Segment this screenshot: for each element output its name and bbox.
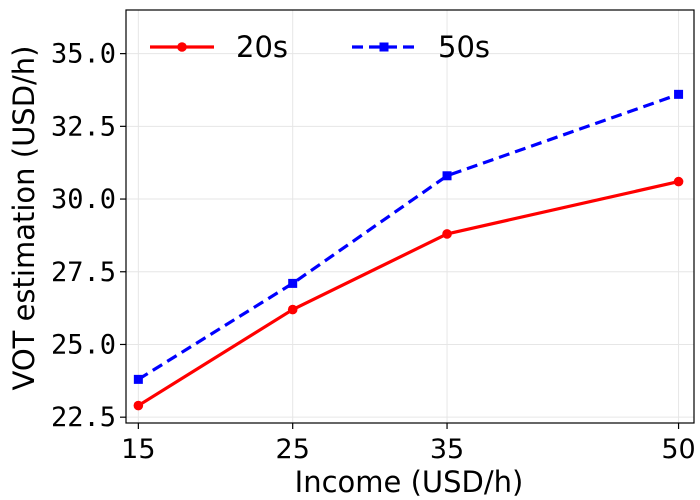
legend: 20s 50s bbox=[150, 30, 490, 64]
data-point-20s bbox=[673, 176, 684, 187]
plot-frame bbox=[125, 9, 695, 424]
y-tick-label: 27.5 bbox=[51, 257, 116, 288]
y-tick-label: 22.5 bbox=[51, 402, 116, 433]
data-point-50s bbox=[442, 171, 452, 181]
legend-marker-20s bbox=[177, 42, 187, 52]
data-point-20s bbox=[442, 229, 452, 239]
legend-label-20s: 20s bbox=[236, 30, 288, 64]
series-group bbox=[133, 89, 684, 411]
legend-label-50s: 50s bbox=[438, 30, 490, 64]
y-axis-label: VOT estimation (USD/h) bbox=[7, 46, 41, 391]
data-point-50s bbox=[133, 374, 143, 384]
series-line-20s bbox=[137, 180, 679, 407]
x-axis-label: Income (USD/h) bbox=[295, 465, 524, 499]
x-tick-label: 15 bbox=[121, 434, 155, 465]
data-point-20s bbox=[287, 304, 298, 315]
series-line-50s bbox=[137, 92, 680, 381]
grid-lines bbox=[126, 10, 694, 423]
data-point-50s bbox=[288, 278, 298, 288]
axis-ticks: 15 25 35 50 22.5 25.0 27.5 30.0 32.5 35.0 bbox=[51, 39, 696, 465]
data-point-20s bbox=[133, 400, 144, 411]
y-tick-label: 35.0 bbox=[51, 39, 116, 70]
x-tick-label: 50 bbox=[661, 434, 695, 465]
y-tick-label: 30.0 bbox=[51, 184, 116, 215]
y-tick-label: 25.0 bbox=[51, 329, 116, 360]
y-tick-label: 32.5 bbox=[51, 111, 116, 142]
x-tick-label: 25 bbox=[276, 434, 310, 465]
x-tick-label: 35 bbox=[430, 434, 464, 465]
legend-marker-50s bbox=[379, 42, 389, 52]
data-point-50s bbox=[674, 89, 684, 99]
